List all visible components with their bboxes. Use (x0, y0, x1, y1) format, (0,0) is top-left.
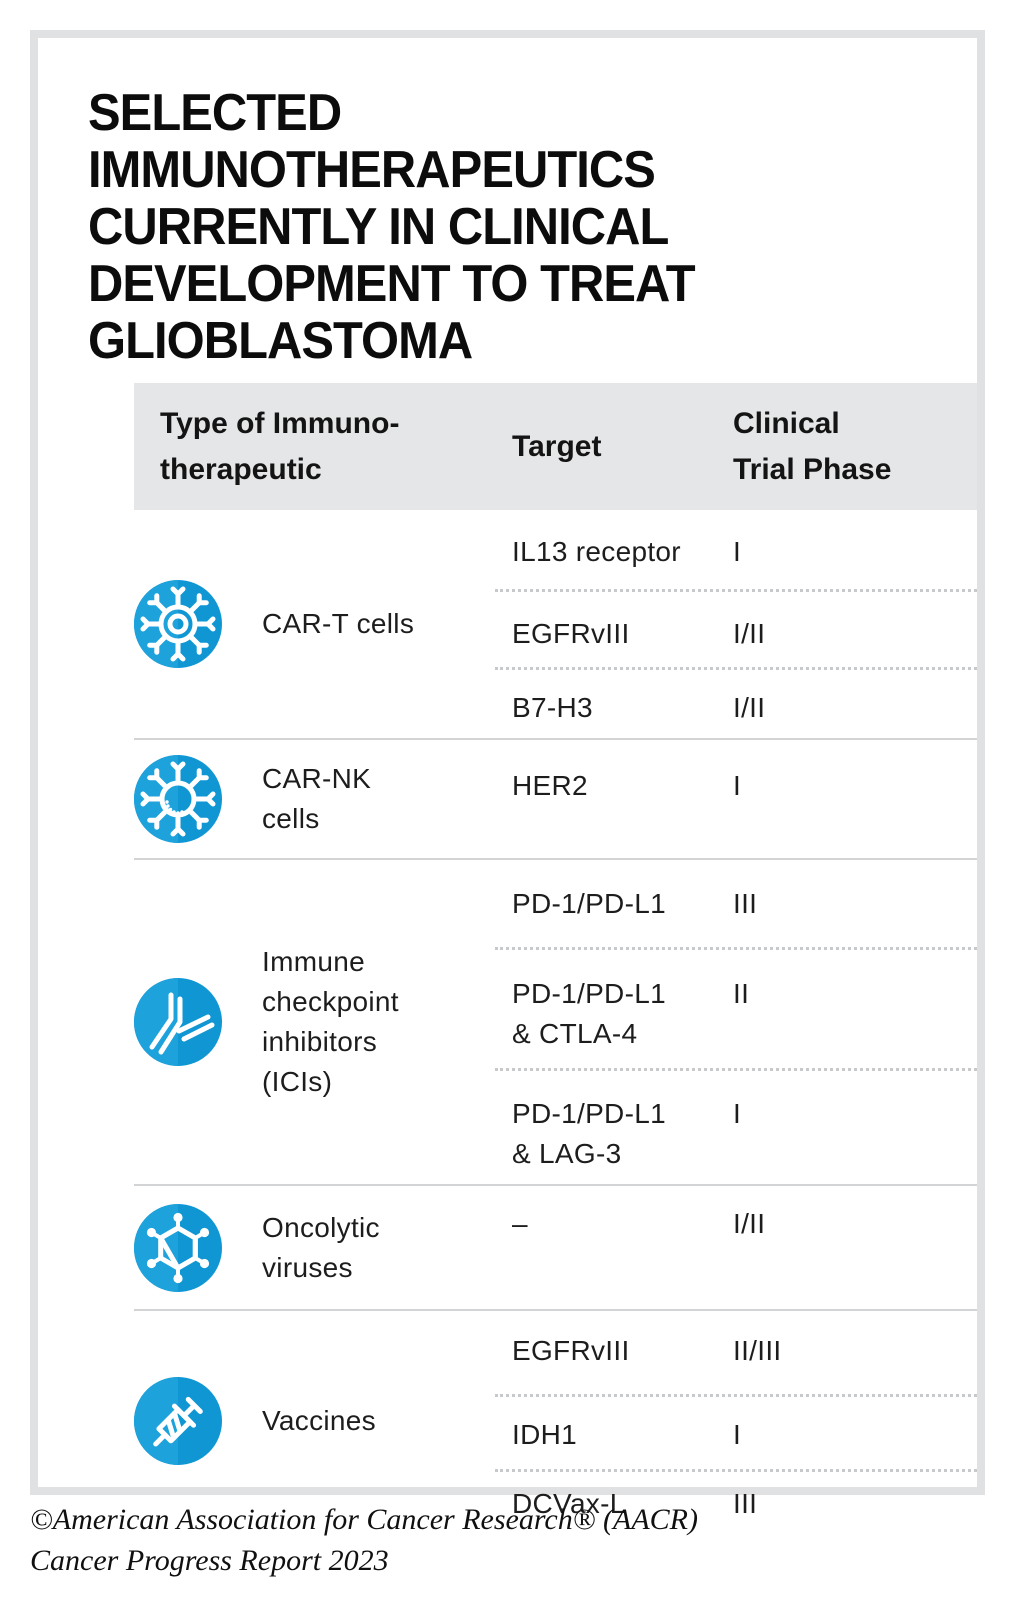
type-cell: Vaccines (134, 1311, 495, 1531)
car-t-cell-icon (134, 580, 222, 668)
table-group-vaccines: Vaccines EGFRvIII II/III IDH1 I DCVax-L … (134, 1309, 977, 1531)
phase-value: I (733, 1098, 742, 1129)
table-row: IL13 receptor I (495, 510, 977, 589)
target-value: – (512, 1208, 528, 1239)
copyright-line-1: ©American Association for Cancer Researc… (30, 1503, 698, 1536)
type-label: CAR-T cells (262, 608, 415, 639)
target-value: PD-1/PD-L1 (512, 888, 666, 919)
group-rows: HER2 I (495, 740, 977, 858)
target-value: HER2 (512, 770, 588, 801)
table-row: B7-H3 I/II (495, 667, 977, 738)
phase-value: II/III (733, 1335, 782, 1366)
table-group-car-nk-cells: CAR-NK cells HER2 I (134, 738, 977, 858)
table-row: PD-1/PD-L1 & LAG-3 I (495, 1068, 977, 1184)
target-value: IDH1 (512, 1419, 577, 1450)
phase-value: I (733, 536, 742, 567)
target-value: EGFRvIII (512, 618, 630, 649)
type-cell: Oncolytic viruses (134, 1186, 495, 1309)
phase-value: I/II (733, 618, 766, 649)
table-row: IDH1 I (495, 1394, 977, 1469)
type-label: Immune checkpoint inhibitors (ICIs) (262, 946, 399, 1097)
group-rows: – I/II (495, 1186, 977, 1309)
page-title: SELECTED IMMUNOTHERAPEUTICS CURRENTLY IN… (88, 84, 696, 370)
type-label: CAR-NK cells (262, 763, 372, 834)
group-rows: PD-1/PD-L1 III PD-1/PD-L1 & CTLA-4 II PD… (495, 860, 977, 1184)
table-header-row: Type of Immuno- therapeutic Target Clini… (134, 383, 977, 510)
type-cell: CAR-T cells (134, 510, 495, 738)
table-row: – I/II (495, 1186, 977, 1309)
oncolytic-virus-icon (134, 1203, 222, 1292)
copyright-attribution: ©American Association for Cancer Researc… (30, 1499, 930, 1581)
target-value: DCVax-L (512, 1488, 626, 1519)
phase-value: III (733, 888, 758, 919)
target-value: IL13 receptor (512, 536, 681, 567)
phase-value: I/II (733, 1208, 766, 1239)
phase-value: I/II (733, 692, 766, 723)
table-row: EGFRvIII II/III (495, 1311, 977, 1394)
infographic-card: SELECTED IMMUNOTHERAPEUTICS CURRENTLY IN… (30, 30, 985, 1519)
table-group-car-t-cells: CAR-T cells IL13 receptor I EGFRvIII I/I… (134, 510, 977, 738)
type-label: Oncolytic viruses (262, 1211, 380, 1283)
column-header-target: Target (512, 429, 602, 463)
type-label: Vaccines (262, 1405, 376, 1436)
table-row: DCVax-L III (495, 1469, 977, 1531)
type-cell: CAR-NK cells (134, 740, 495, 858)
group-rows: EGFRvIII II/III IDH1 I DCVax-L III (495, 1311, 977, 1531)
target-value: B7-H3 (512, 692, 593, 723)
group-rows: IL13 receptor I EGFRvIII I/II B7-H3 I/II (495, 510, 977, 738)
target-value: PD-1/PD-L1 & CTLA-4 (512, 978, 666, 1049)
phase-value: I (733, 1419, 742, 1450)
phase-value: III (733, 1488, 758, 1519)
target-value: PD-1/PD-L1 & LAG-3 (512, 1098, 666, 1169)
antibody-icon (134, 978, 222, 1066)
syringe-icon (134, 1377, 222, 1465)
copyright-line-2: Cancer Progress Report 2023 (30, 1544, 389, 1577)
column-header-phase: Clinical Trial Phase (733, 406, 892, 486)
phase-value: II (733, 978, 750, 1009)
table-row: PD-1/PD-L1 & CTLA-4 II (495, 947, 977, 1068)
immunotherapeutics-table: Type of Immuno- therapeutic Target Clini… (134, 383, 977, 1531)
table-row: HER2 I (495, 740, 977, 858)
table-group-immune-checkpoint-inhibitors: Immune checkpoint inhibitors (ICIs) PD-1… (134, 858, 977, 1184)
target-value: EGFRvIII (512, 1335, 630, 1366)
car-nk-cell-icon (134, 755, 222, 843)
table-row: PD-1/PD-L1 III (495, 860, 977, 947)
type-cell: Immune checkpoint inhibitors (ICIs) (134, 860, 495, 1184)
column-header-type: Type of Immuno- therapeutic (160, 406, 400, 486)
table-group-oncolytic-viruses: Oncolytic viruses – I/II (134, 1184, 977, 1309)
table-row: EGFRvIII I/II (495, 589, 977, 667)
phase-value: I (733, 770, 742, 801)
